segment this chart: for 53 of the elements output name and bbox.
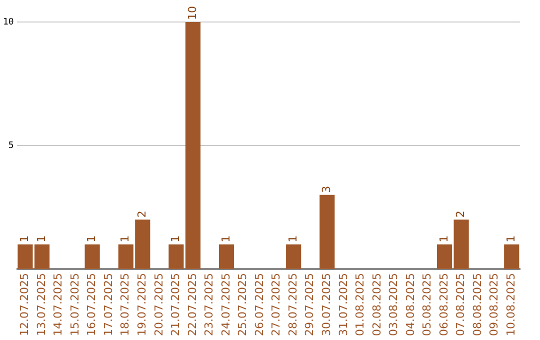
y-tick-label: 5 (8, 140, 14, 151)
bar (218, 244, 234, 270)
x-tick-label: 19.07.2025 (135, 273, 148, 336)
x-tick-label: 15.07.2025 (68, 273, 82, 336)
x-tick-label: 02.08.2025 (370, 273, 384, 336)
x-tick-label: 18.07.2025 (118, 273, 132, 336)
data-label: 3 (320, 186, 333, 193)
x-tick-label: 30.07.2025 (320, 273, 333, 336)
data-label: 2 (135, 210, 148, 218)
x-tick-label: 16.07.2025 (85, 273, 98, 336)
x-tick-label: 29.07.2025 (303, 273, 316, 336)
x-tick-label: 22.07.2025 (186, 273, 199, 336)
data-label: 1 (18, 235, 32, 242)
bar (168, 244, 184, 270)
x-tick-label: 13.07.2025 (34, 273, 48, 336)
data-label: 10 (186, 6, 199, 20)
x-tick-label: 05.08.2025 (420, 273, 434, 336)
x-tick-label: 31.07.2025 (336, 273, 350, 336)
bar (504, 244, 520, 270)
x-tick-label: 09.08.2025 (488, 273, 501, 336)
bar (185, 22, 200, 270)
bar (454, 220, 469, 270)
x-tick-label: 20.07.2025 (152, 273, 166, 336)
x-tick-label: 01.08.2025 (354, 273, 367, 336)
data-label: 1 (504, 235, 518, 242)
bar (436, 244, 452, 270)
x-tick-label: 12.07.2025 (18, 273, 32, 336)
x-tick-label: 03.08.2025 (387, 273, 400, 336)
bar (286, 244, 302, 270)
data-label: 1 (34, 235, 48, 242)
x-tick-label: 28.07.2025 (286, 273, 300, 336)
x-tick-label: 23.07.2025 (202, 273, 216, 336)
data-label: 2 (454, 210, 468, 218)
data-label: 1 (85, 235, 98, 242)
data-label: 1 (169, 235, 182, 242)
x-tick-label: 26.07.2025 (252, 273, 266, 336)
bar (320, 194, 335, 270)
x-tick-label: 04.08.2025 (404, 273, 417, 336)
data-label: 1 (219, 235, 232, 242)
x-tick-label: 10.08.2025 (504, 273, 518, 336)
x-tick-label: 08.08.2025 (470, 273, 484, 336)
x-tick-label: 07.08.2025 (454, 273, 468, 336)
x-tick-label: 14.07.2025 (52, 273, 65, 336)
x-tick-label: 27.07.2025 (270, 273, 283, 336)
bar (84, 244, 100, 270)
x-tick-label: 24.07.2025 (219, 273, 232, 336)
x-tick-label: 21.07.2025 (169, 273, 182, 336)
data-label: 1 (437, 235, 450, 242)
x-tick-label: 17.07.2025 (102, 273, 115, 336)
x-tick-label: 06.08.2025 (437, 273, 450, 336)
data-label: 1 (118, 235, 132, 242)
x-tick-label: 25.07.2025 (236, 273, 250, 336)
data-label: 1 (286, 235, 300, 242)
